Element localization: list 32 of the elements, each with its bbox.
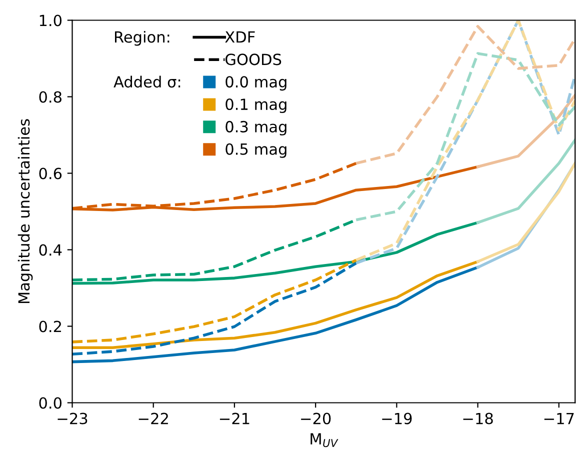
line-series [476,138,576,224]
x-tick-label: −23 [58,412,88,424]
legend-label: 0.5 mag [226,143,286,158]
legend-title: Region: [115,30,170,46]
x-tick-label: −21 [220,412,250,424]
x-tick-label: −17 [544,412,574,424]
line-series [72,221,480,285]
x-axis-title: M$_{UV}$ [310,433,338,448]
y-axis-title: Magnitude uncertainties [18,119,33,304]
annotation: Added σ: [114,76,180,88]
annotation: XDF [225,31,255,43]
line-series [354,52,576,222]
line-series [354,24,576,165]
y-tick-label: 0.2 [39,320,61,332]
line-series [72,266,480,364]
y-tick-label: 1.0 [40,14,62,26]
line-series [476,94,576,168]
x-tick-label: −20 [301,412,331,424]
line-series [72,262,358,356]
annotation: GOODS [226,54,282,66]
y-tick-label: 0.8 [39,91,62,103]
legend-label: 0.0 mag [226,76,286,91]
x-tick-label: −22 [138,412,168,424]
y-tick-label: 0.4 [39,244,62,256]
x-tick-label: −18 [463,412,493,424]
x-tick-label: −19 [382,412,412,424]
y-tick-label: 0.6 [39,168,62,180]
line-series [72,260,480,350]
y-tick-label: 0.0 [39,397,62,409]
legend-label: 0.3 mag [226,120,286,136]
line-series [72,258,358,344]
legend-label: 0.1 mag [226,98,286,114]
